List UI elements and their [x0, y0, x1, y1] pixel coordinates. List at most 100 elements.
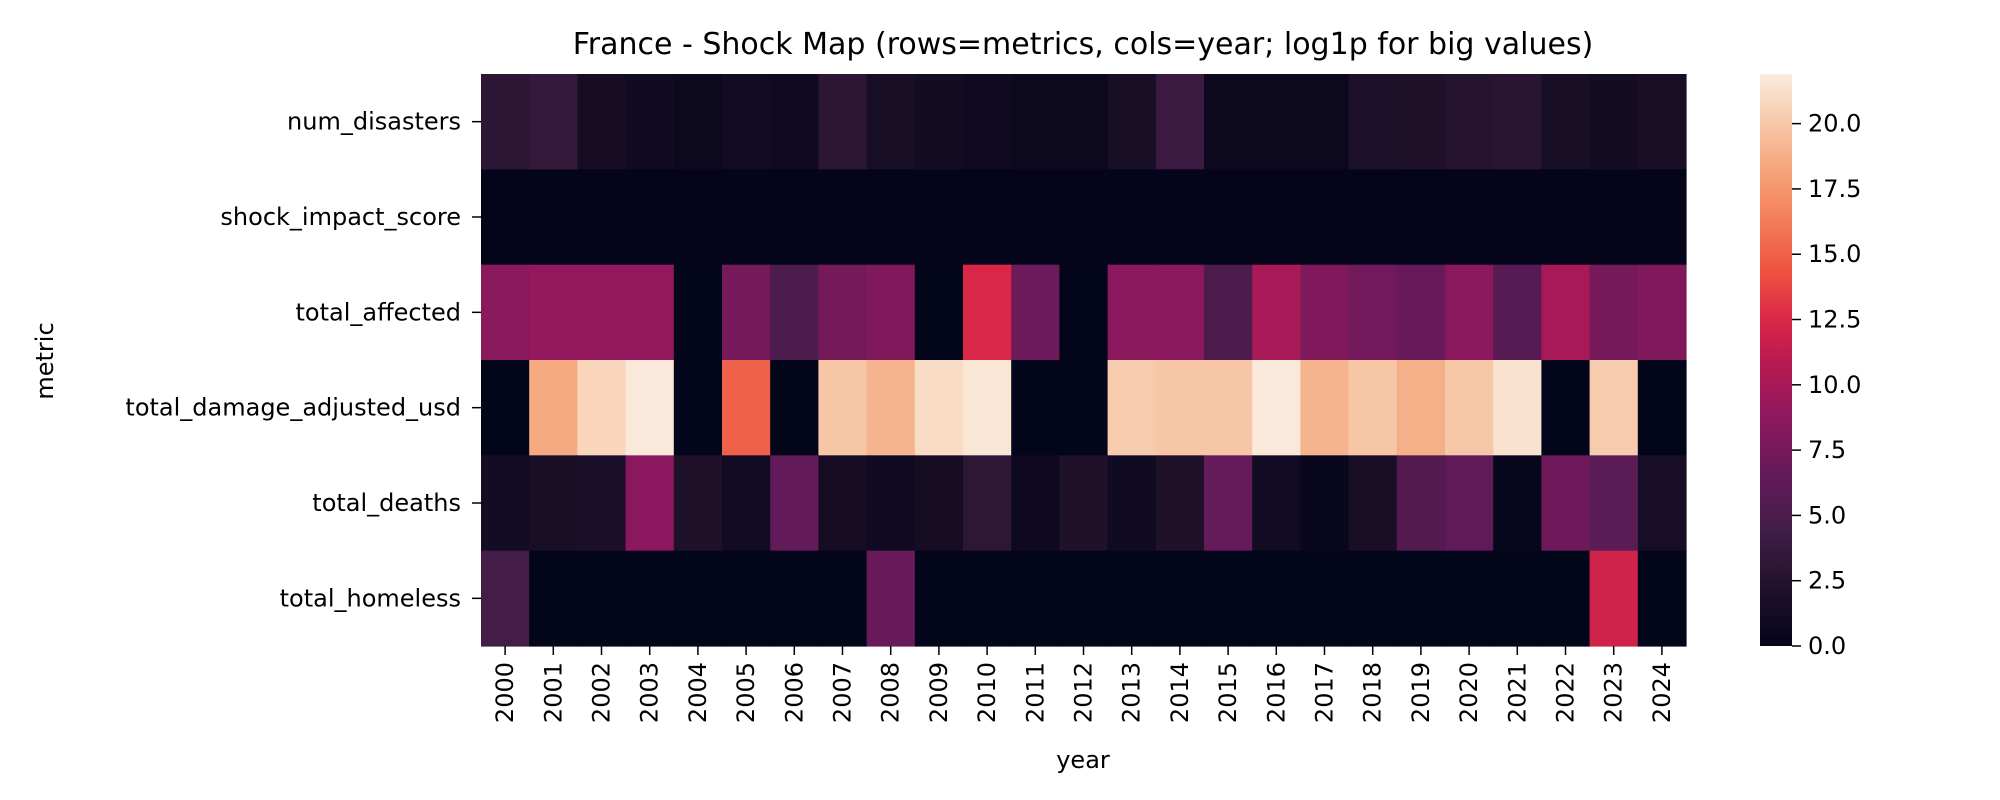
heatmap-cell-total_affected-2003 — [625, 264, 675, 361]
heatmap-cell-shock_impact_score-2011 — [1011, 169, 1060, 266]
heatmap-cell-total_damage_adjusted_usd-2006 — [770, 360, 819, 456]
heatmap-cell-total_damage_adjusted_usd-2005 — [722, 360, 771, 456]
heatmap-cell-num_disasters-2013 — [1107, 74, 1157, 170]
x-tick-label: 2005 — [732, 662, 760, 723]
heatmap-cell-num_disasters-2023 — [1589, 74, 1639, 170]
heatmap-cell-total_affected-2018 — [1348, 264, 1398, 361]
colorbar-tick-label: 10.0 — [1808, 371, 1861, 399]
heatmap-cell-total_affected-2016 — [1252, 264, 1301, 361]
heatmap-cell-total_homeless-2005 — [722, 550, 771, 647]
x-tick-label: 2010 — [973, 662, 1001, 723]
heatmap-cell-shock_impact_score-2018 — [1348, 169, 1398, 266]
heatmap-cell-total_affected-2010 — [963, 264, 1012, 361]
heatmap-cell-shock_impact_score-2001 — [529, 169, 578, 266]
y-tick-label: total_affected — [296, 298, 462, 326]
heatmap-cell-total_deaths-2024 — [1637, 455, 1687, 552]
heatmap-cell-num_disasters-2018 — [1348, 74, 1398, 170]
heatmap-cell-total_affected-2022 — [1541, 264, 1591, 361]
x-tick-label: 2015 — [1214, 662, 1242, 723]
heatmap-cell-total_deaths-2020 — [1445, 455, 1494, 552]
heatmap-cell-total_homeless-2017 — [1300, 550, 1350, 647]
heatmap-cell-shock_impact_score-2004 — [673, 169, 723, 266]
heatmap-cell-total_damage_adjusted_usd-2018 — [1348, 360, 1398, 456]
heatmap-cells — [481, 74, 1687, 647]
heatmap-cell-num_disasters-2014 — [1155, 74, 1205, 170]
x-tick-label: 2023 — [1600, 662, 1628, 723]
colorbar-ticks: 0.0 2.5 5.0 7.5 10.0 12.5 15.0 17.5 20.0 — [1792, 110, 1861, 660]
heatmap-cell-total_affected-2008 — [866, 264, 916, 361]
heatmap-cell-total_damage_adjusted_usd-2010 — [963, 360, 1012, 456]
heatmap-cell-total_damage_adjusted_usd-2016 — [1252, 360, 1301, 456]
heatmap-cell-total_deaths-2019 — [1396, 455, 1446, 552]
x-tick-label: 2011 — [1021, 662, 1049, 723]
x-tick-label: 2018 — [1359, 662, 1387, 723]
heatmap-cell-total_homeless-2012 — [1059, 550, 1109, 647]
heatmap-cell-num_disasters-2002 — [577, 74, 627, 170]
heatmap-cell-total_damage_adjusted_usd-2008 — [866, 360, 916, 456]
heatmap-cell-num_disasters-2017 — [1300, 74, 1350, 170]
heatmap-cell-num_disasters-2022 — [1541, 74, 1591, 170]
colorbar-tick-label: 5.0 — [1808, 501, 1846, 529]
heatmap-cell-total_damage_adjusted_usd-2021 — [1493, 360, 1542, 456]
heatmap-cell-num_disasters-2005 — [722, 74, 771, 170]
heatmap-cell-total_deaths-2012 — [1059, 455, 1109, 552]
heatmap-cell-total_affected-2017 — [1300, 264, 1350, 361]
heatmap-cell-total_affected-2009 — [914, 264, 964, 361]
heatmap-cell-total_deaths-2005 — [722, 455, 771, 552]
colorbar-tick-label: 7.5 — [1808, 436, 1846, 464]
heatmap-cell-total_deaths-2000 — [481, 455, 530, 552]
heatmap-cell-total_homeless-2021 — [1493, 550, 1542, 647]
colorbar: 0.0 2.5 5.0 7.5 10.0 12.5 15.0 17.5 20.0 — [1760, 74, 1861, 660]
heatmap-cell-total_homeless-2020 — [1445, 550, 1494, 647]
x-tick-label: 2024 — [1648, 662, 1676, 723]
heatmap-cell-num_disasters-2016 — [1252, 74, 1301, 170]
x-tick-label: 2007 — [829, 662, 857, 723]
heatmap-cell-total_affected-2011 — [1011, 264, 1060, 361]
heatmap-cell-total_homeless-2004 — [673, 550, 723, 647]
heatmap-cell-shock_impact_score-2020 — [1445, 169, 1494, 266]
heatmap-cell-total_deaths-2023 — [1589, 455, 1639, 552]
heatmap-cell-total_damage_adjusted_usd-2004 — [673, 360, 723, 456]
heatmap-cell-shock_impact_score-2008 — [866, 169, 916, 266]
heatmap-cell-shock_impact_score-2007 — [818, 169, 868, 266]
heatmap-cell-shock_impact_score-2021 — [1493, 169, 1542, 266]
heatmap-cell-shock_impact_score-2002 — [577, 169, 627, 266]
x-axis-title: year — [1056, 746, 1110, 774]
heatmap-cell-total_deaths-2003 — [625, 455, 675, 552]
heatmap-cell-shock_impact_score-2006 — [770, 169, 819, 266]
colorbar-tick-label: 12.5 — [1808, 306, 1861, 334]
heatmap-cell-total_damage_adjusted_usd-2003 — [625, 360, 675, 456]
heatmap-cell-total_affected-2015 — [1204, 264, 1253, 361]
y-tick-label: total_homeless — [280, 584, 461, 612]
heatmap-cell-total_damage_adjusted_usd-2011 — [1011, 360, 1060, 456]
heatmap-cell-total_homeless-2023 — [1589, 550, 1639, 647]
x-tick-label: 2019 — [1407, 662, 1435, 723]
heatmap-cell-total_deaths-2009 — [914, 455, 964, 552]
heatmap-cell-total_damage_adjusted_usd-2001 — [529, 360, 578, 456]
x-tick-label: 2002 — [588, 662, 616, 723]
heatmap-cell-shock_impact_score-2009 — [914, 169, 964, 266]
heatmap-cell-total_affected-2024 — [1637, 264, 1687, 361]
heatmap-cell-total_damage_adjusted_usd-2007 — [818, 360, 868, 456]
heatmap-cell-total_deaths-2004 — [673, 455, 723, 552]
heatmap-cell-total_homeless-2013 — [1107, 550, 1157, 647]
heatmap-cell-total_deaths-2018 — [1348, 455, 1398, 552]
heatmap-cell-shock_impact_score-2012 — [1059, 169, 1109, 266]
heatmap-cell-total_homeless-2008 — [866, 550, 916, 647]
heatmap-cell-num_disasters-2003 — [625, 74, 675, 170]
heatmap-cell-shock_impact_score-2014 — [1155, 169, 1205, 266]
y-axis-title: metric — [31, 322, 59, 399]
y-axis: num_disasters shock_impact_score total_aff… — [125, 108, 481, 612]
heatmap-cell-total_affected-2013 — [1107, 264, 1157, 361]
heatmap-cell-total_homeless-2006 — [770, 550, 819, 647]
heatmap-cell-num_disasters-2011 — [1011, 74, 1060, 170]
x-tick-label: 2014 — [1166, 662, 1194, 723]
x-tick-label: 2003 — [636, 662, 664, 723]
heatmap-cell-shock_impact_score-2023 — [1589, 169, 1639, 266]
heatmap-cell-num_disasters-2015 — [1204, 74, 1253, 170]
heatmap-cell-total_damage_adjusted_usd-2015 — [1204, 360, 1253, 456]
heatmap-cell-total_deaths-2010 — [963, 455, 1012, 552]
heatmap-cell-total_affected-2012 — [1059, 264, 1109, 361]
colorbar-tick-label: 2.5 — [1808, 567, 1846, 595]
